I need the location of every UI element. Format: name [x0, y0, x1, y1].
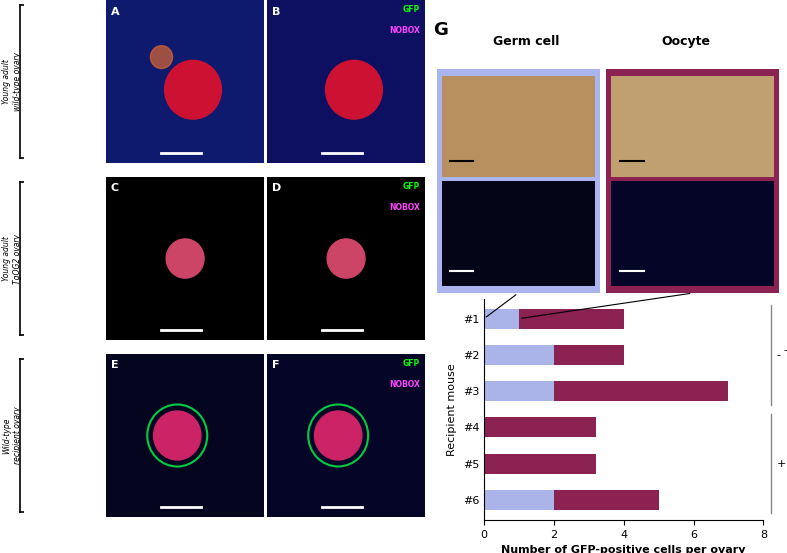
Bar — [442, 76, 595, 176]
Text: GFP: GFP — [403, 182, 420, 191]
Text: B: B — [272, 7, 280, 17]
Bar — [611, 76, 774, 176]
Text: GFP: GFP — [403, 359, 420, 368]
Bar — [484, 345, 554, 365]
Circle shape — [327, 239, 365, 278]
Bar — [519, 309, 623, 328]
Bar — [554, 381, 729, 401]
Text: G: G — [433, 22, 448, 39]
Bar — [484, 381, 554, 401]
Circle shape — [166, 239, 204, 278]
Text: GFP: GFP — [403, 5, 420, 14]
Circle shape — [153, 411, 201, 460]
Circle shape — [326, 60, 382, 119]
Text: Young adult
TgOG2 ovary: Young adult TgOG2 ovary — [2, 233, 21, 284]
Bar — [442, 181, 595, 286]
Text: A: A — [111, 7, 120, 17]
Text: Oocyte: Oocyte — [661, 35, 710, 48]
Text: E: E — [111, 361, 119, 371]
Text: NOBOX: NOBOX — [390, 26, 420, 35]
Bar — [484, 418, 596, 437]
Text: NOBOX: NOBOX — [390, 203, 420, 212]
Bar — [554, 490, 659, 510]
Text: NOBOX: NOBOX — [390, 380, 420, 389]
Text: + TSA: + TSA — [778, 458, 787, 468]
Text: - TSA: - TSA — [778, 350, 787, 360]
Text: Wild-type
recipient ovary: Wild-type recipient ovary — [2, 406, 21, 465]
X-axis label: Number of GFP-positive cells per ovary: Number of GFP-positive cells per ovary — [501, 545, 746, 553]
Text: Young adult
wild-type ovary: Young adult wild-type ovary — [2, 52, 21, 111]
Text: F: F — [272, 361, 279, 371]
Bar — [484, 309, 519, 328]
Bar — [484, 453, 596, 473]
Circle shape — [150, 46, 172, 69]
Y-axis label: Recipient mouse: Recipient mouse — [447, 363, 457, 456]
Text: C: C — [111, 184, 119, 194]
Circle shape — [315, 411, 362, 460]
Circle shape — [164, 60, 221, 119]
Bar — [611, 181, 774, 286]
Bar — [554, 345, 623, 365]
Text: D: D — [272, 184, 281, 194]
Text: Germ cell: Germ cell — [493, 35, 560, 48]
Bar — [484, 490, 554, 510]
